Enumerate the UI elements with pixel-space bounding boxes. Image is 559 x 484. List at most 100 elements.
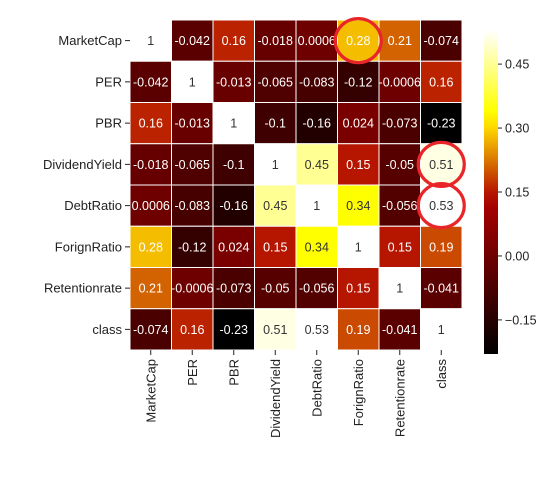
heatmap-cell	[171, 102, 214, 145]
heatmap-cell	[171, 19, 214, 62]
cell-value-label: 0.51	[263, 323, 287, 337]
heatmap-cell	[212, 225, 255, 268]
heatmap-cell	[254, 184, 297, 227]
heatmap-cell	[337, 102, 380, 145]
heatmap-cell	[295, 225, 338, 268]
cell-value-label: -0.041	[382, 323, 417, 337]
x-tick-label: PBR	[226, 359, 241, 386]
cell-value-label: 0.45	[305, 158, 329, 172]
heatmap-cell	[171, 60, 214, 103]
cell-value-label: -0.018	[258, 34, 293, 48]
cell-value-label: 1	[272, 158, 279, 172]
x-tick-label: class	[434, 359, 449, 389]
heatmap-cell	[254, 60, 297, 103]
heatmap-cell-labels: 1 -0.042 0.16 -0.018 0.0006 0.28 0.21 -0.074 -0.…	[132, 34, 459, 337]
cell-value-label: 0.16	[222, 34, 246, 48]
cell-value-label: 0.51	[429, 158, 453, 172]
heatmap-cell	[420, 60, 463, 103]
cell-value-label: -0.083	[299, 75, 334, 89]
cell-value-label: -0.073	[216, 282, 251, 296]
heatmap-cell	[295, 308, 338, 351]
heatmap-cell	[420, 19, 463, 62]
heatmap-cell	[378, 102, 421, 145]
heatmap-cell	[212, 143, 255, 186]
cell-value-label: 0.28	[346, 34, 370, 48]
cell-value-label: 0.15	[346, 158, 370, 172]
cell-value-label: 0.15	[346, 282, 370, 296]
cell-value-label: -0.1	[264, 117, 286, 131]
cell-value-label: -0.23	[220, 323, 249, 337]
cell-value-label: 0.15	[263, 240, 287, 254]
cell-value-label: 1	[230, 117, 237, 131]
y-tick-label: MarketCap	[58, 33, 122, 48]
cell-value-label: 1	[438, 323, 445, 337]
heatmap-cell	[420, 225, 463, 268]
x-tick-label: MarketCap	[143, 359, 158, 423]
y-tick-label: class	[92, 322, 122, 337]
cell-value-label: 0.53	[305, 323, 329, 337]
heatmap-cell	[295, 143, 338, 186]
x-tick-label: DebtRatio	[309, 359, 324, 417]
cell-value-label: 1	[396, 282, 403, 296]
heatmap-cell	[378, 225, 421, 268]
y-tick-label: DebtRatio	[64, 198, 122, 213]
heatmap-cell	[295, 267, 338, 310]
cell-value-label: -0.013	[216, 75, 251, 89]
heatmap-cell	[295, 102, 338, 145]
heatmap-cell	[420, 308, 463, 351]
cell-value-label: 0.28	[139, 240, 163, 254]
y-tick-label: PER	[95, 74, 122, 89]
cell-value-label: -0.16	[303, 117, 332, 131]
cell-value-label: 0.16	[429, 75, 453, 89]
cell-value-label: -0.12	[178, 240, 207, 254]
cell-value-label: -0.065	[175, 158, 210, 172]
colorbar-tick-label: 0.45	[505, 58, 529, 72]
x-tick-label: PER	[185, 359, 200, 386]
cell-value-label: 0.15	[388, 240, 412, 254]
cell-value-label: 1	[313, 199, 320, 213]
cell-value-label: -0.073	[382, 117, 417, 131]
highlight-circle	[416, 140, 466, 188]
cell-value-label: 1	[355, 240, 362, 254]
heatmap-cell	[337, 225, 380, 268]
cell-value-label: -0.042	[133, 75, 168, 89]
heatmap-cell	[212, 102, 255, 145]
x-tick-label: ForignRatio	[351, 359, 366, 426]
x-axis-tick-labels: MarketCap PER PBR DividendYield DebtRatio For…	[143, 350, 449, 438]
colorbar-tick-label: 0.30	[505, 122, 529, 136]
cell-value-label: -0.16	[220, 199, 249, 213]
cell-value-label: 0.53	[429, 199, 453, 213]
y-axis-tick-labels: MarketCap PER PBR DividendYield DebtRatio For…	[43, 33, 130, 337]
heatmap-cell	[129, 267, 172, 310]
heatmap-cell	[378, 267, 421, 310]
heatmap-cell	[295, 184, 338, 227]
heatmap-cell	[337, 267, 380, 310]
cell-value-label: 0.21	[139, 282, 163, 296]
cell-value-label: -0.056	[299, 282, 334, 296]
cell-value-label: 1	[147, 34, 154, 48]
cell-value-label: 0.19	[346, 323, 370, 337]
cell-value-label: -0.0006	[379, 75, 421, 89]
cell-value-label: 0.34	[305, 240, 329, 254]
cell-value-label: -0.083	[175, 199, 210, 213]
heatmap-cell	[337, 19, 380, 62]
cell-value-label: -0.056	[382, 199, 417, 213]
cell-value-label: 0.34	[346, 199, 370, 213]
cell-value-label: -0.1	[223, 158, 245, 172]
heatmap-cell	[212, 267, 255, 310]
cell-value-label: 0.0006	[298, 34, 336, 48]
heatmap-cell	[378, 143, 421, 186]
colorbar: 0.45 0.30 0.15 0.00 −0.15	[484, 30, 537, 354]
cell-value-label: 0.16	[139, 117, 163, 131]
y-tick-label: PBR	[95, 116, 122, 131]
x-tick-label: Retentionrate	[392, 359, 407, 437]
heatmap-cell	[171, 267, 214, 310]
heatmap-cell	[420, 102, 463, 145]
heatmap-cell	[254, 102, 297, 145]
heatmap-cell	[420, 267, 463, 310]
cell-value-label: 0.45	[263, 199, 287, 213]
cell-value-label: -0.05	[386, 158, 415, 172]
heatmap-cell	[171, 225, 214, 268]
cell-value-label: -0.042	[175, 34, 210, 48]
